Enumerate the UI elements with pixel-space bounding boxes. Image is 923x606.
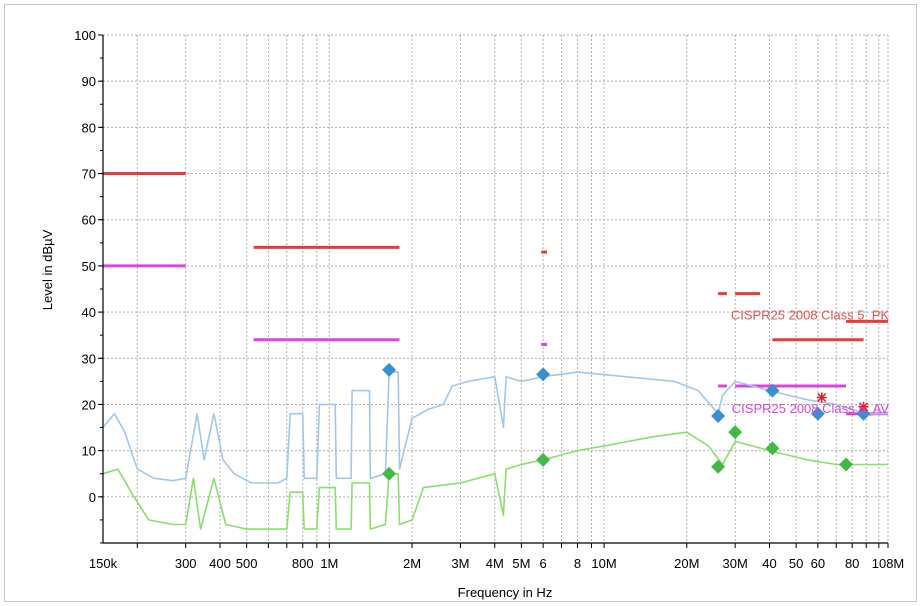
x-tick-label: 60 xyxy=(811,556,825,571)
y-tick-label: 50 xyxy=(82,259,96,274)
y-tick-label: 100 xyxy=(74,28,96,43)
x-tick-label: 8 xyxy=(574,556,581,571)
series-line-0 xyxy=(102,371,888,484)
y-tick-label: 30 xyxy=(82,351,96,366)
diamond-marker xyxy=(711,459,726,474)
x-tick-label: 6 xyxy=(540,556,547,571)
x-tick-label: 800 xyxy=(292,556,314,571)
star-stroke xyxy=(817,392,827,403)
diamond-marker xyxy=(536,367,551,382)
y-tick-label: 80 xyxy=(82,120,96,135)
x-tick-label: 500 xyxy=(236,556,258,571)
x-tick-label: 150k xyxy=(89,556,118,571)
x-tick-label: 400 xyxy=(209,556,231,571)
x-axis-label: Frequency in Hz xyxy=(458,585,553,600)
limit-lines xyxy=(103,172,888,416)
diamond-marker xyxy=(765,383,780,398)
star-stroke xyxy=(859,402,869,412)
diamond-marker xyxy=(765,441,780,456)
x-tick-label: 50 xyxy=(789,556,803,571)
star-marker xyxy=(858,401,869,412)
y-tick-label: 60 xyxy=(82,213,96,228)
series-line-1 xyxy=(102,431,888,530)
limit-label: CISPR25 2008 Class 5_PK xyxy=(731,307,890,322)
grid xyxy=(103,34,889,544)
y-axis-label: Level in dBµV xyxy=(40,229,55,310)
diamond-marker xyxy=(810,406,825,421)
x-tick-label: 4M xyxy=(486,556,504,571)
x-tick-label: 20M xyxy=(674,556,699,571)
annotations: CISPR25 2008 Class 5_PK CISPR25 2008 Clas… xyxy=(731,307,890,416)
y-tick-label: 20 xyxy=(82,397,96,412)
star-marker xyxy=(816,392,827,403)
x-tick-label: 3M xyxy=(451,556,469,571)
x-tick-label: 40 xyxy=(762,556,776,571)
diamond-marker xyxy=(382,362,397,377)
y-tick-label: 40 xyxy=(82,305,96,320)
diamond-marker xyxy=(839,457,854,472)
y-tick-label: 10 xyxy=(82,444,96,459)
y-tick-label: 90 xyxy=(82,74,96,89)
x-tick-label: 10M xyxy=(591,556,616,571)
x-tick-label: 300 xyxy=(175,556,197,571)
markers xyxy=(382,362,871,481)
diamond-marker xyxy=(382,466,397,481)
diamond-marker xyxy=(711,409,726,423)
series-lines xyxy=(102,371,888,530)
diamond-marker xyxy=(728,425,743,440)
y-tick-label: 0 xyxy=(89,490,96,505)
x-tick-label: 80 xyxy=(845,556,859,571)
limit-label: CISPR25 2008 Class 5_AV xyxy=(732,401,890,416)
diamond-marker xyxy=(536,452,551,467)
x-tick-label: 2M xyxy=(403,556,421,571)
y-tick-label: 70 xyxy=(82,167,96,182)
x-tick-label: 1M xyxy=(320,556,338,571)
x-tick-label: 5M xyxy=(512,556,530,571)
x-tick-label: 30M xyxy=(723,556,748,571)
x-tick-label: 108M xyxy=(872,556,905,571)
